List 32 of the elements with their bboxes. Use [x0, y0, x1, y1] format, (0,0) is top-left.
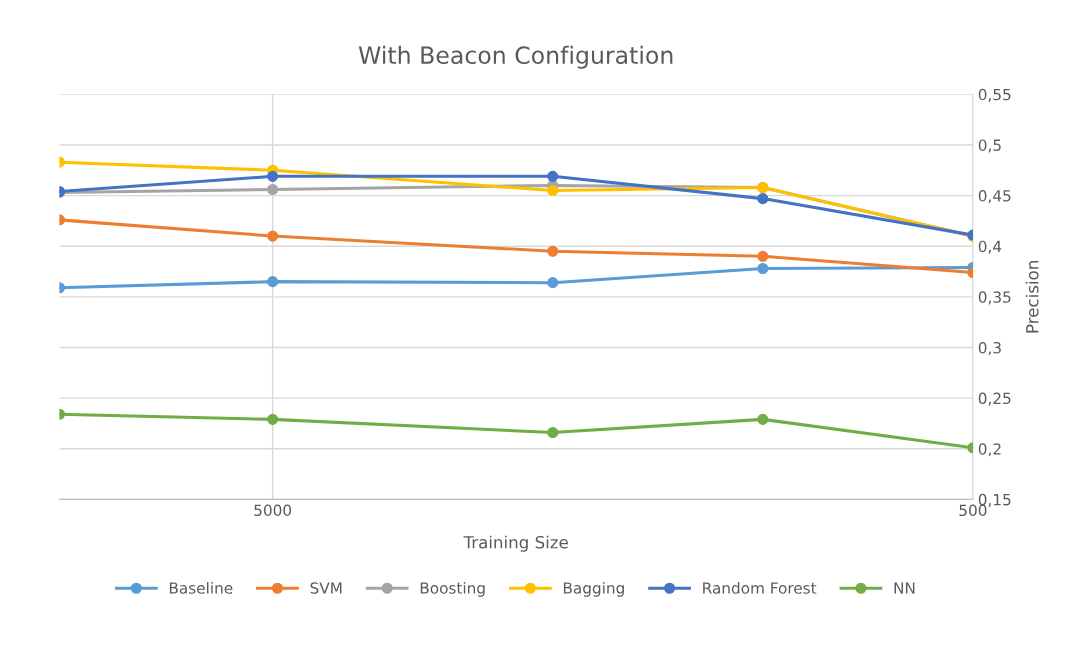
chart-title: With Beacon Configuration: [358, 45, 673, 69]
legend-label: Baseline: [169, 581, 233, 594]
legend-label: Random Forest: [703, 581, 817, 594]
legend-label: SVM: [310, 582, 342, 594]
point: [757, 250, 769, 262]
y-tick-label: 0,4: [978, 240, 1002, 254]
point: [267, 276, 279, 288]
point: [547, 170, 559, 182]
point: [547, 245, 559, 257]
point: [547, 184, 559, 197]
point: [757, 413, 769, 425]
point: [267, 413, 279, 425]
point: [757, 193, 769, 205]
point: [267, 230, 279, 242]
y-tick-label: 0,45: [978, 190, 1011, 204]
legend-label: Bagging: [563, 581, 624, 597]
point: [547, 277, 559, 289]
point: [267, 170, 279, 182]
y-axis-title: Precision: [1025, 261, 1039, 333]
x-axis-title: Training Size: [463, 535, 568, 552]
y-tick-label: 0,35: [978, 291, 1011, 305]
point: [757, 262, 769, 275]
legend-label: NN: [894, 582, 915, 594]
y-tick-label: 0,5: [978, 139, 1001, 153]
point: [547, 426, 559, 439]
point: [267, 183, 279, 196]
y-tick-label: 0,2: [978, 443, 1001, 457]
legend-label: Boosting: [420, 581, 485, 597]
y-tick-label: 0,3: [978, 341, 1001, 356]
y-tick-label: 0,25: [978, 392, 1011, 406]
x-tick-label: 5000: [254, 504, 292, 517]
y-tick-label: 0,55: [978, 88, 1011, 102]
